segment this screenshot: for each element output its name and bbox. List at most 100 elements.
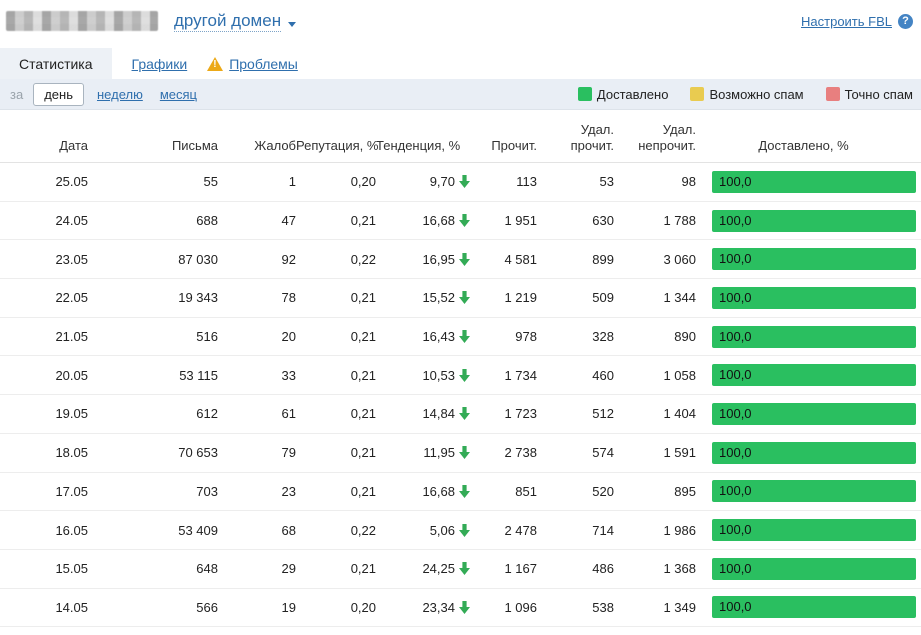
col-header-date: Дата bbox=[59, 137, 88, 153]
cell-deleted-unread: 895 bbox=[674, 483, 696, 499]
cell-deleted-read: 630 bbox=[592, 213, 614, 229]
cell-trend: 24,25 bbox=[376, 561, 470, 576]
col-header-deleted-unread: Удал. непрочит. bbox=[638, 122, 696, 153]
tab-charts[interactable]: Графики bbox=[131, 55, 188, 72]
cell-trend: 10,53 bbox=[376, 368, 470, 383]
period-day-button[interactable]: день bbox=[33, 82, 84, 106]
cell-reputation: 0,22 bbox=[350, 522, 376, 538]
cell-letters: 19 343 bbox=[178, 290, 218, 306]
col-header-reputation: Репутация, % bbox=[296, 137, 379, 153]
cell-read: 1 723 bbox=[504, 406, 537, 422]
cell-letters: 70 653 bbox=[178, 445, 218, 461]
cell-deleted-unread: 1 344 bbox=[663, 290, 696, 306]
tab-statistics[interactable]: Статистика bbox=[0, 48, 112, 79]
cell-reputation: 0,21 bbox=[350, 483, 376, 499]
cell-complaints: 78 bbox=[281, 290, 296, 306]
cell-complaints: 23 bbox=[281, 483, 296, 499]
cell-reputation: 0,20 bbox=[350, 599, 376, 615]
cell-date: 24.05 bbox=[55, 213, 88, 229]
cell-deleted-read: 899 bbox=[592, 251, 614, 267]
cell-complaints: 68 bbox=[281, 522, 296, 538]
table-row: 23.05 87 030 92 0,22 16,95 4 581 899 3 0… bbox=[0, 240, 921, 280]
legend-swatch bbox=[577, 87, 592, 101]
cell-date: 23.05 bbox=[55, 251, 88, 267]
cell-trend: 11,95 bbox=[376, 445, 470, 460]
cell-delivered: 100,0 bbox=[696, 170, 921, 193]
trend-value: 14,84 bbox=[422, 406, 455, 422]
cell-deleted-read: 714 bbox=[592, 522, 614, 538]
help-icon[interactable]: ? bbox=[898, 13, 913, 29]
warning-icon bbox=[207, 56, 224, 71]
cell-letters: 648 bbox=[196, 561, 218, 577]
trend-value: 10,53 bbox=[422, 367, 455, 383]
trend-value: 24,25 bbox=[422, 561, 455, 577]
cell-deleted-unread: 1 788 bbox=[663, 213, 696, 229]
trend-down-icon bbox=[459, 291, 470, 305]
trend-down-icon bbox=[459, 214, 470, 228]
cell-reputation: 0,22 bbox=[350, 251, 376, 267]
cell-letters: 53 115 bbox=[179, 367, 218, 383]
cell-letters: 53 409 bbox=[178, 522, 218, 538]
col-header-trend: Тенденция, % bbox=[376, 137, 461, 153]
legend-item: Возможно спам bbox=[690, 87, 804, 102]
cell-deleted-unread: 98 bbox=[681, 174, 696, 190]
tab-problems[interactable]: Проблемы bbox=[207, 48, 298, 79]
trend-value: 16,95 bbox=[422, 251, 455, 267]
trend-down-icon bbox=[459, 446, 470, 460]
trend-down-icon bbox=[459, 600, 470, 614]
domain-dropdown-label[interactable]: другой домен bbox=[174, 10, 282, 32]
cell-date: 15.05 bbox=[55, 561, 88, 577]
cell-delivered: 100,0 bbox=[696, 248, 921, 271]
cell-deleted-unread: 1 058 bbox=[663, 367, 696, 383]
legend: Доставлено Возможно спам Точно спам bbox=[556, 87, 913, 102]
cell-trend: 16,68 bbox=[376, 213, 470, 228]
cell-reputation: 0,21 bbox=[350, 213, 376, 229]
trend-value: 23,34 bbox=[422, 599, 455, 615]
cell-complaints: 19 bbox=[281, 599, 296, 615]
legend-swatch bbox=[690, 87, 705, 101]
period-week-link[interactable]: неделю bbox=[96, 86, 143, 102]
trend-down-icon bbox=[459, 562, 470, 576]
cell-read: 4 581 bbox=[504, 251, 537, 267]
tabs-bar: Статистика Графики Проблемы bbox=[0, 48, 921, 79]
chevron-down-icon bbox=[288, 21, 297, 27]
cell-date: 18.05 bbox=[55, 445, 88, 461]
cell-deleted-unread: 1 349 bbox=[663, 599, 696, 615]
cell-read: 1 219 bbox=[504, 290, 537, 306]
table-row: 17.05 703 23 0,21 16,68 851 520 895 100,… bbox=[0, 473, 921, 512]
cell-deleted-unread: 1 404 bbox=[663, 406, 696, 422]
cell-date: 21.05 bbox=[55, 329, 88, 345]
trend-value: 16,68 bbox=[422, 483, 455, 499]
cell-trend: 23,34 bbox=[376, 600, 470, 615]
cell-complaints: 1 bbox=[288, 174, 296, 190]
cell-read: 1 734 bbox=[504, 367, 537, 383]
table-row: 20.05 53 115 33 0,21 10,53 1 734 460 1 0… bbox=[0, 356, 921, 396]
table-row: 22.05 19 343 78 0,21 15,52 1 219 509 1 3… bbox=[0, 279, 921, 318]
configure-fbl-link[interactable]: Настроить FBL bbox=[801, 13, 892, 29]
cell-date: 17.05 bbox=[55, 483, 88, 499]
period-month-link[interactable]: месяц bbox=[159, 86, 197, 102]
cell-deleted-read: 509 bbox=[592, 290, 614, 306]
cell-delivered: 100,0 bbox=[696, 286, 921, 309]
cell-letters: 566 bbox=[196, 599, 218, 615]
cell-complaints: 33 bbox=[281, 367, 296, 383]
cell-date: 19.05 bbox=[55, 406, 88, 422]
domain-dropdown[interactable]: другой домен bbox=[174, 10, 297, 32]
cell-delivered: 100,0 bbox=[696, 519, 921, 542]
cell-letters: 87 030 bbox=[178, 251, 218, 267]
cell-delivered: 100,0 bbox=[696, 364, 921, 387]
delivered-bar: 100,0 bbox=[712, 364, 916, 387]
cell-reputation: 0,21 bbox=[350, 367, 376, 383]
cell-complaints: 61 bbox=[281, 406, 296, 422]
cell-letters: 612 bbox=[196, 406, 218, 422]
cell-trend: 9,70 bbox=[376, 174, 470, 189]
legend-label: Точно спам bbox=[844, 86, 913, 102]
legend-label: Доставлено bbox=[596, 86, 669, 102]
trend-down-icon bbox=[459, 523, 470, 537]
cell-trend: 16,68 bbox=[376, 484, 470, 499]
cell-complaints: 79 bbox=[281, 445, 296, 461]
trend-down-icon bbox=[459, 407, 470, 421]
cell-read: 2 738 bbox=[504, 445, 537, 461]
cell-delivered: 100,0 bbox=[696, 209, 921, 232]
cell-trend: 14,84 bbox=[376, 406, 470, 421]
